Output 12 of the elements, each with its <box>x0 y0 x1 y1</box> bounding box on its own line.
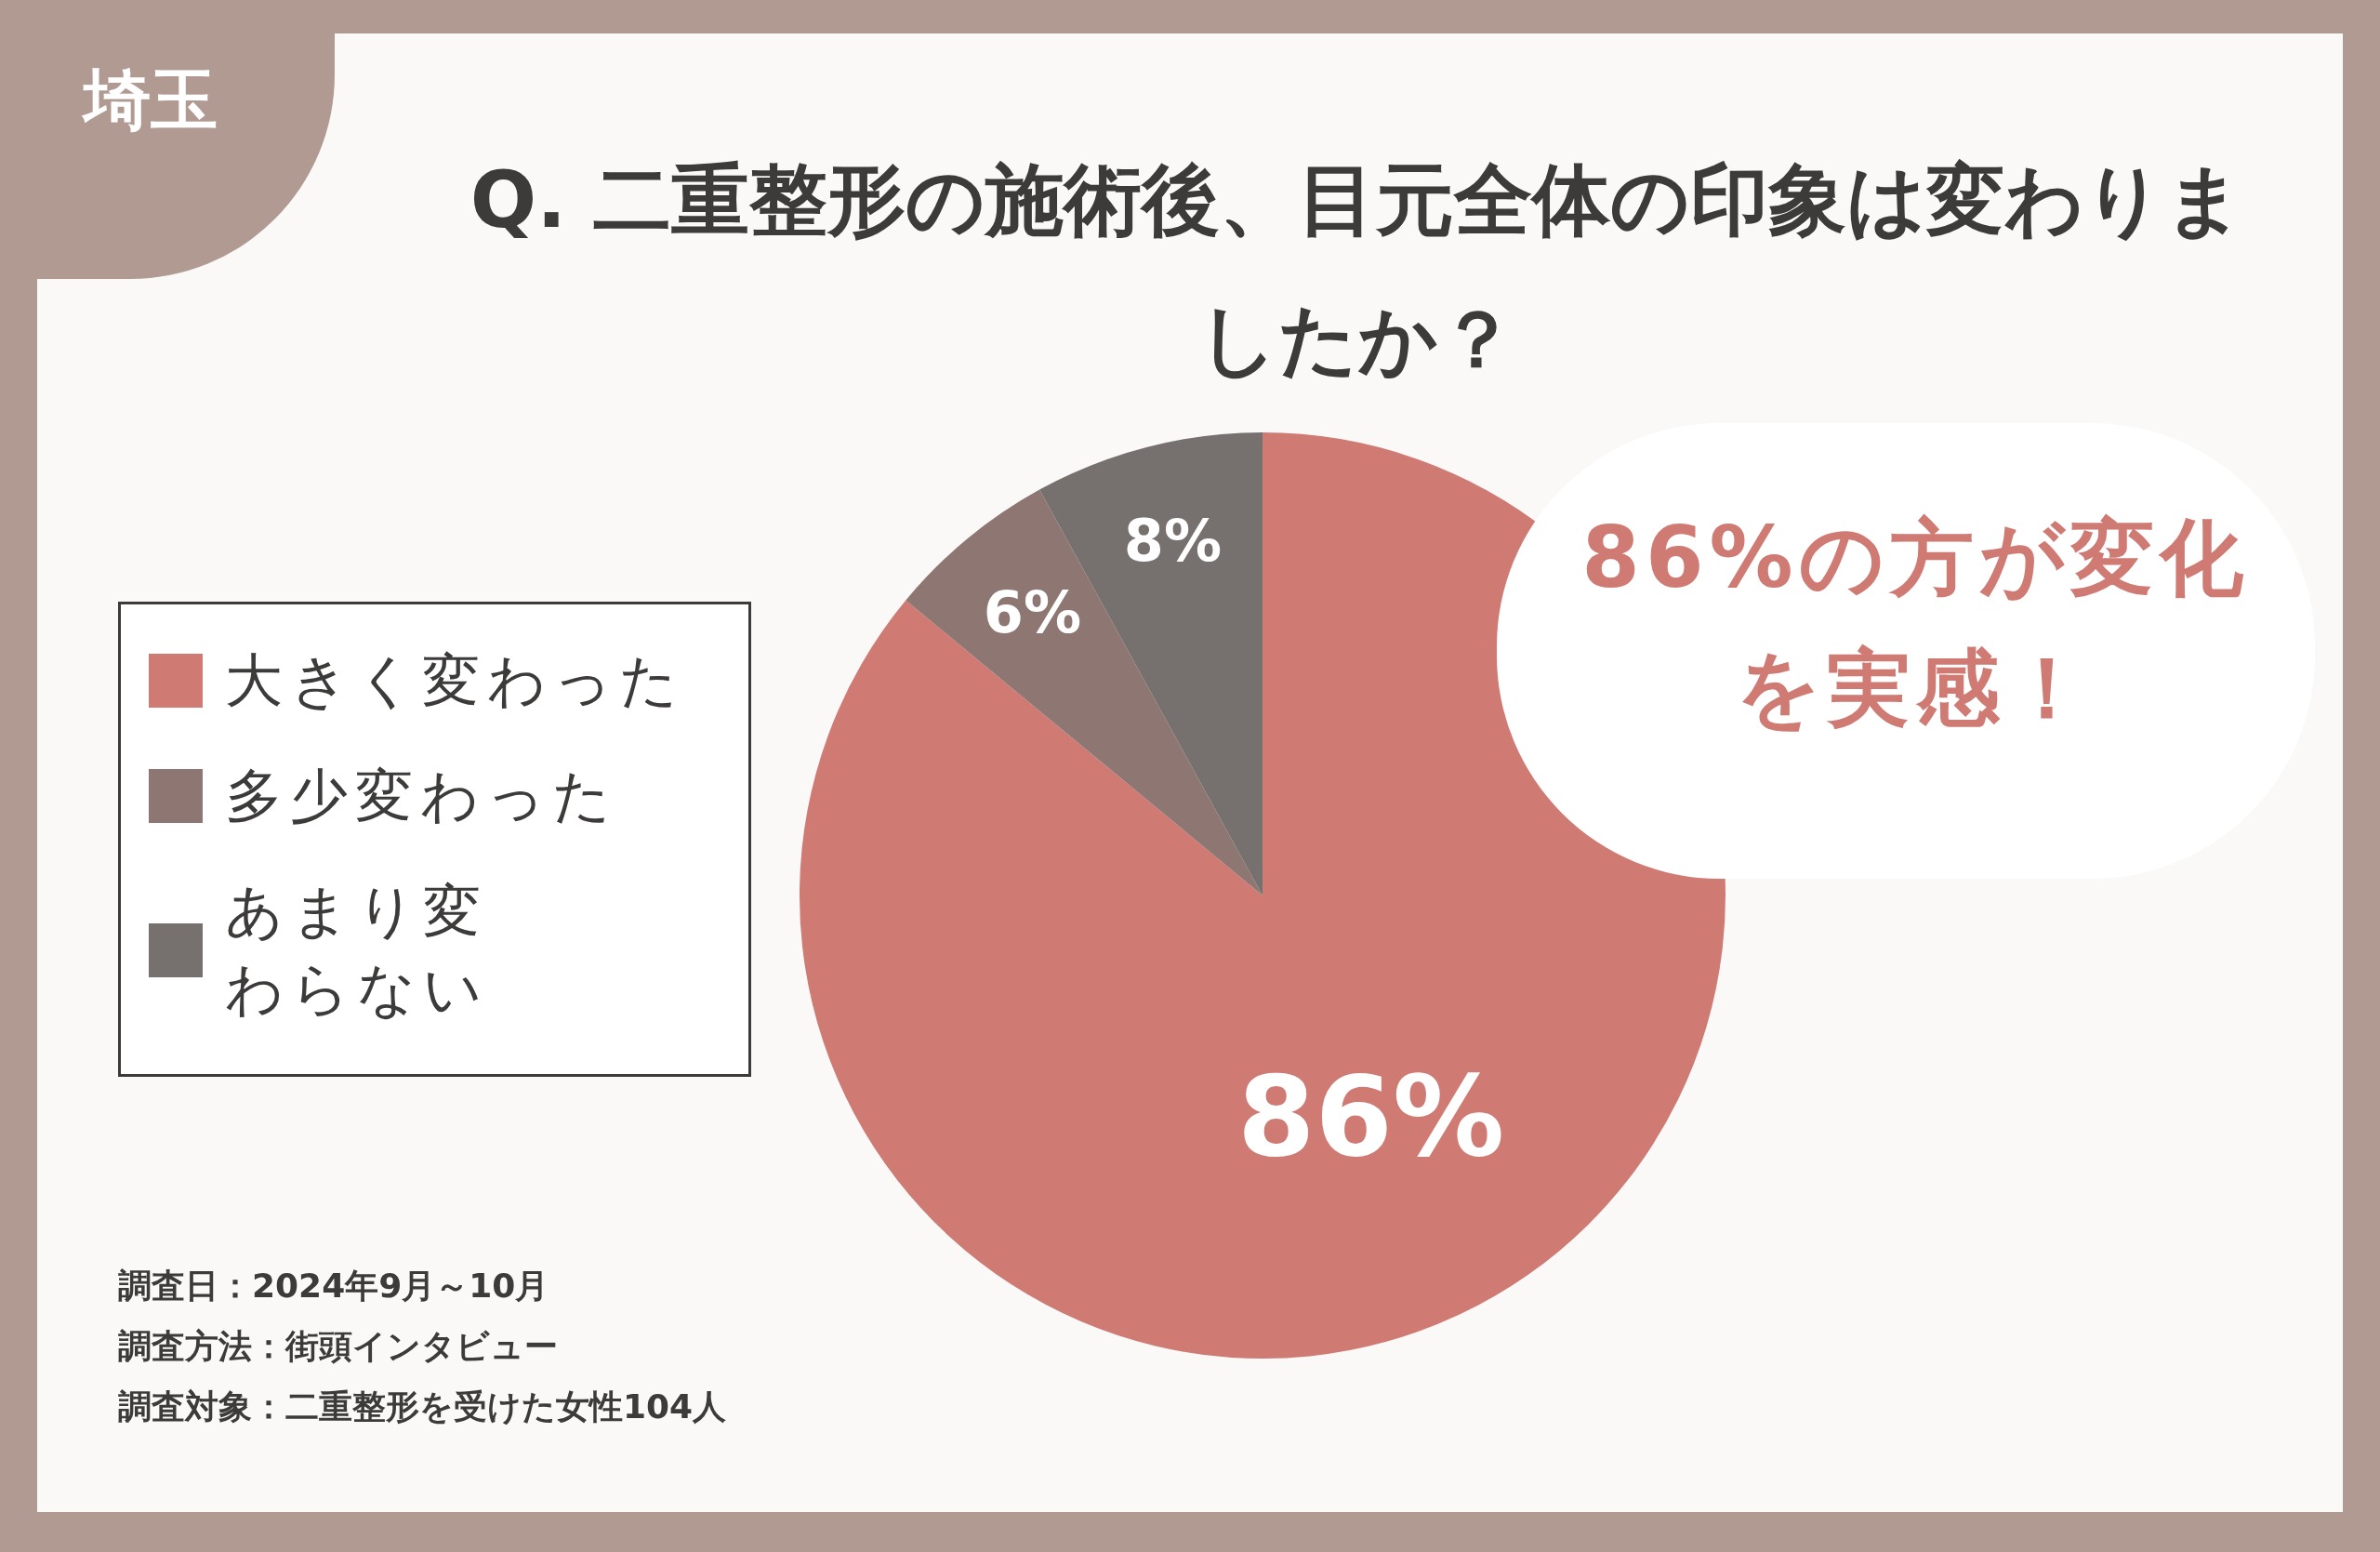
text: 86%の方が変化を実感！ <box>1580 508 2250 738</box>
data-label: 6% <box>983 577 1082 646</box>
text: 埼玉 <box>0 0 335 279</box>
chart-title: Q. 二重整形の施術後、目元全体の印象は変わりましたか？ <box>469 153 2246 387</box>
text: 調査対象：二重整形を受けた女性104人 <box>118 1386 727 1427</box>
data-label: 8% <box>1123 506 1223 575</box>
legend-label: 多少変わった <box>225 761 619 831</box>
data-label: 86% <box>1237 1052 1505 1181</box>
legend-label: あまり変わらない <box>225 876 490 1025</box>
text: 調査日：2024年9月～10月 <box>118 1266 550 1307</box>
legend-label: 大きく変わった <box>225 645 686 716</box>
text: 調査方法：街頭インタビュー <box>118 1326 559 1367</box>
